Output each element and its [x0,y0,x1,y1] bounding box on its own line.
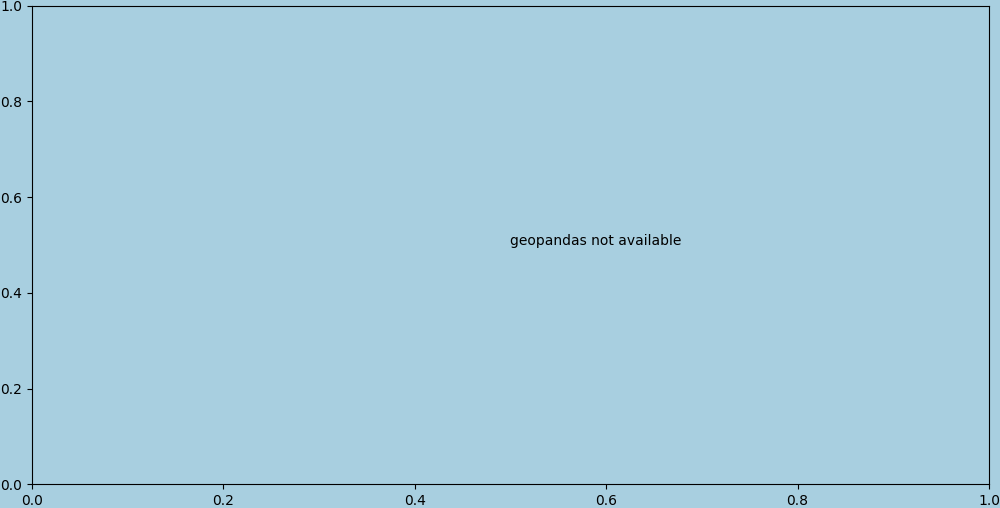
Text: geopandas not available: geopandas not available [510,234,682,248]
